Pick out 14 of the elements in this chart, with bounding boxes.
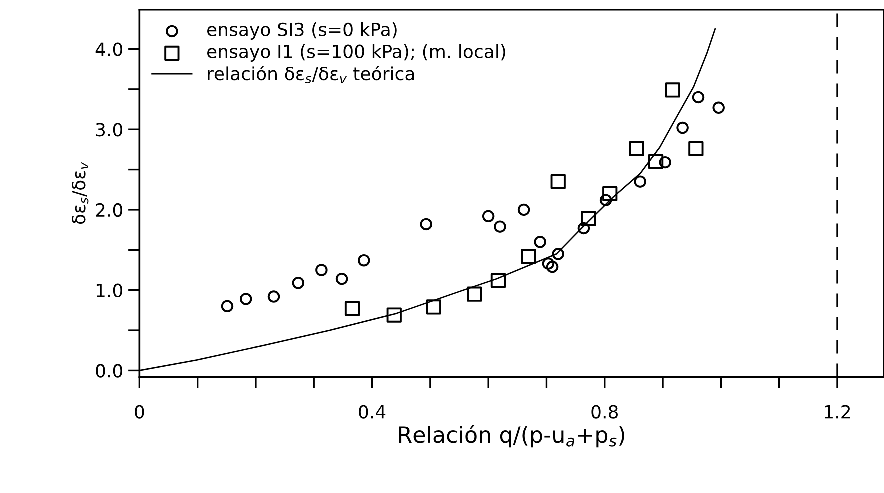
y-axis-title: δε$_{s}$/δε$_{v}$	[72, 162, 89, 224]
legend-label: relación δε$_{s}$/δε$_{v}$ teórica	[208, 66, 414, 84]
y-tick-label: 0.0	[96, 364, 122, 378]
y-tick-label: 2.0	[96, 203, 122, 218]
x-axis-title: Relación q/(p-u$_{a}$+p$_{s}$)	[399, 425, 624, 448]
x-tick-label: 0.4	[359, 405, 386, 419]
legend-label: ensayo SI3 (s=0 kPa)	[207, 22, 397, 40]
y-tick-label: 3.0	[96, 123, 122, 137]
legend-label: ensayo I1 (s=100 kPa); (m. local)	[207, 44, 506, 62]
y-tick-label: 4.0	[96, 42, 122, 56]
y-tick-label: 1.0	[96, 284, 122, 298]
x-tick-label: 0	[135, 405, 144, 419]
x-tick-label: 1.2	[825, 405, 850, 419]
x-tick-label: 0.8	[592, 405, 618, 419]
